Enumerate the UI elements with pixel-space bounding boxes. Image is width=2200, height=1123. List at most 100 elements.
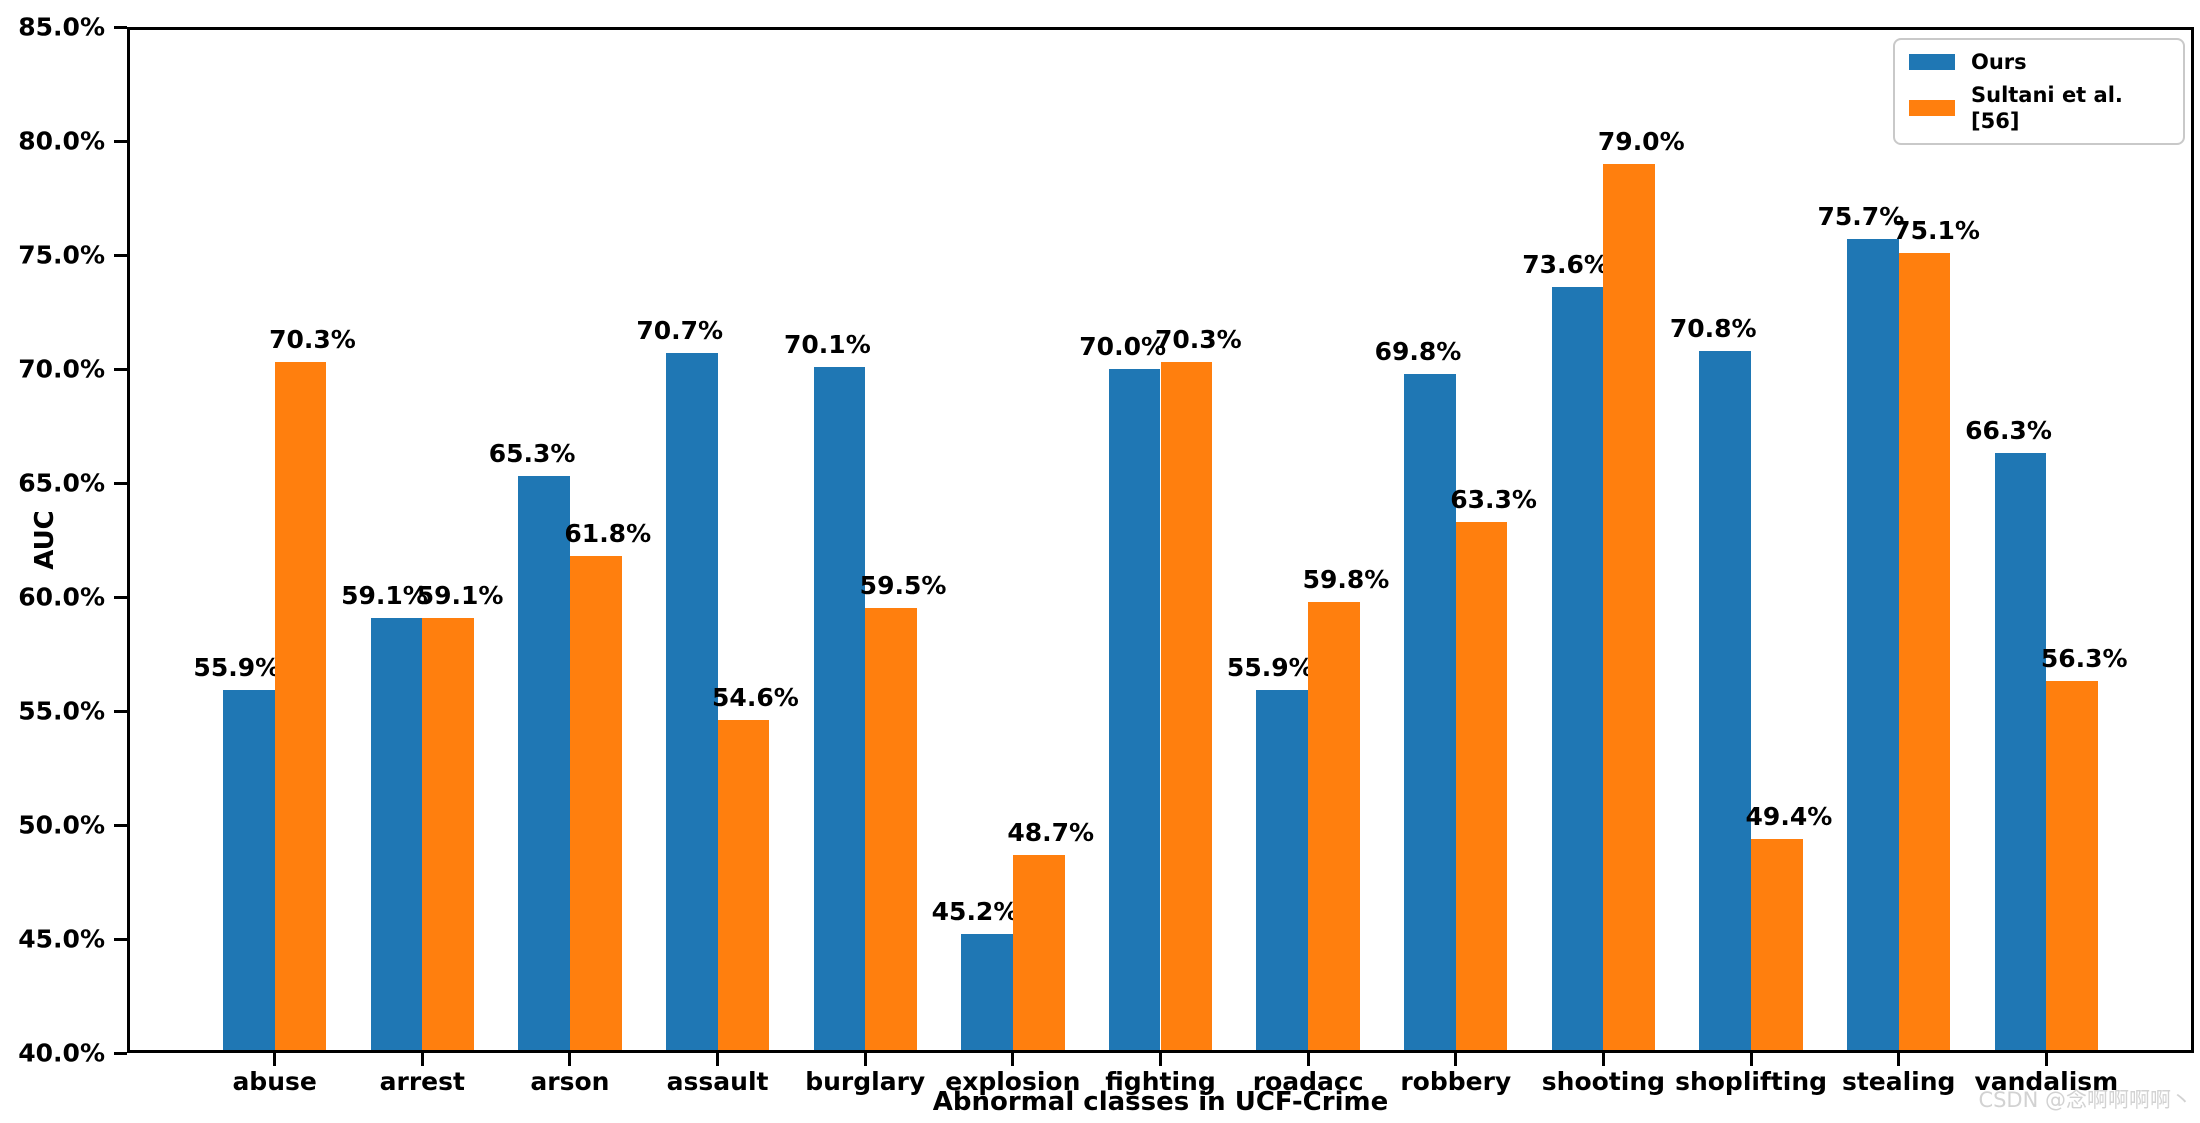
x-tick-label-assault: assault [666, 1067, 769, 1096]
bar-value-label: 55.9% [1226, 653, 1314, 683]
bar-baseline-fighting [1160, 362, 1213, 1053]
bar-value-label: 59.5% [859, 571, 947, 601]
y-tick-label: 60.0% [18, 582, 105, 612]
y-tick-label: 65.0% [18, 468, 105, 498]
x-tick-label-roadacc: roadacc [1252, 1067, 1364, 1096]
y-tick-label: 45.0% [18, 924, 105, 954]
bar-value-label: 59.8% [1302, 564, 1390, 594]
x-tick-mark [1011, 1053, 1015, 1066]
legend: Ours Sultani et al.[56] [1893, 38, 2185, 145]
bar-value-label: 70.3% [1154, 325, 1242, 355]
x-tick-mark [716, 1053, 720, 1066]
bar-value-label: 70.3% [269, 325, 356, 355]
bar-value-label: 59.1% [416, 580, 504, 610]
bar-ours-arson [518, 476, 570, 1053]
bar-ours-burglary [813, 366, 866, 1053]
bar-value-label: 70.1% [784, 329, 871, 359]
x-tick-mark [1601, 1053, 1605, 1066]
y-tick-mark [114, 139, 127, 143]
x-tick-mark [568, 1053, 572, 1066]
watermark: CSDN @念啊啊啊啊丶 [1978, 1088, 2192, 1112]
bar-value-label: 69.8% [1374, 336, 1462, 366]
y-tick-mark [114, 937, 127, 941]
bar-baseline-abuse [274, 362, 327, 1053]
x-tick-label-abuse: abuse [232, 1067, 317, 1096]
bar-value-label: 61.8% [564, 518, 652, 548]
bar-ours-roadacc [1256, 690, 1309, 1053]
y-tick-mark [114, 253, 127, 257]
x-tick-mark [1749, 1053, 1753, 1066]
bar-baseline-burglary [865, 608, 917, 1053]
y-tick-mark [114, 481, 127, 485]
bar-value-label: 70.7% [636, 316, 724, 346]
x-tick-label-vandalism: vandalism [1974, 1067, 2119, 1096]
bar-value-label: 70.8% [1669, 313, 1757, 343]
x-tick-label-shooting: shooting [1541, 1067, 1666, 1096]
bar-baseline-roadacc [1308, 601, 1360, 1053]
bar-ours-assault [665, 353, 718, 1053]
bar-ours-shoplifting [1699, 350, 1752, 1053]
bar-baseline-stealing [1898, 252, 1951, 1053]
x-tick-label-burglary: burglary [805, 1067, 926, 1096]
bar-value-label: 59.1% [341, 580, 428, 610]
bar-ours-abuse [222, 690, 275, 1053]
legend-item: Sultani et al.[56] [1909, 82, 2169, 134]
bar-baseline-arson [569, 555, 622, 1053]
x-axis-title: Abnormal classes in UCF-Crime [932, 1087, 1389, 1117]
x-tick-mark [2044, 1053, 2048, 1066]
x-tick-label-shoplifting: shoplifting [1675, 1067, 1828, 1096]
bar-ours-arrest [370, 617, 423, 1053]
x-tick-mark [863, 1053, 867, 1066]
y-tick-label: 75.0% [18, 240, 105, 270]
legend-label: Ours [1971, 50, 2027, 74]
y-tick-mark [114, 367, 127, 371]
legend-swatch [1909, 54, 1955, 70]
y-tick-mark [114, 1051, 127, 1055]
bar-ours-shooting [1551, 286, 1604, 1053]
bar-value-label: 65.3% [488, 439, 576, 469]
bar-value-label: 73.6% [1522, 249, 1609, 279]
bar-value-label: 63.3% [1450, 484, 1537, 514]
y-tick-label: 55.0% [18, 696, 105, 726]
bar-value-label: 70.0% [1079, 332, 1167, 361]
x-tick-label-robbery: robbery [1400, 1067, 1512, 1096]
legend-label: Sultani et al.[56] [1971, 83, 2123, 133]
bar-value-label: 75.1% [1893, 215, 1980, 245]
y-axis-title: AUC [30, 510, 60, 570]
x-tick-mark [273, 1053, 277, 1066]
bar-baseline-arrest [422, 617, 474, 1053]
bar-value-label: 49.4% [1745, 801, 1833, 831]
bar-value-label: 55.9% [193, 653, 281, 683]
bar-baseline-shooting [1603, 163, 1656, 1053]
x-tick-label-arson: arson [530, 1067, 610, 1096]
y-tick-label: 40.0% [18, 1038, 105, 1068]
y-tick-label: 85.0% [18, 12, 105, 42]
bar-value-label: 79.0% [1597, 126, 1685, 156]
bar-baseline-explosion [1012, 854, 1065, 1053]
x-tick-mark [1159, 1053, 1162, 1066]
x-tick-label-stealing: stealing [1841, 1067, 1956, 1096]
x-tick-mark [1897, 1053, 1901, 1066]
bar-baseline-vandalism [2046, 681, 2099, 1053]
bar-ours-fighting [1108, 369, 1161, 1053]
y-tick-mark [114, 25, 127, 29]
y-tick-label: 80.0% [18, 126, 105, 156]
bar-value-label: 66.3% [1965, 416, 2052, 446]
y-tick-mark [114, 823, 127, 827]
x-tick-mark [1454, 1053, 1458, 1066]
x-tick-label-explosion: explosion [945, 1067, 1081, 1096]
bar-ours-stealing [1847, 239, 1899, 1053]
x-tick-label-fighting: fighting [1105, 1067, 1216, 1096]
bar-ours-vandalism [1994, 453, 2047, 1053]
bar-value-label: 75.7% [1817, 202, 1905, 232]
bar-baseline-robbery [1455, 521, 1508, 1053]
legend-item: Ours [1909, 49, 2169, 75]
bar-value-label: 45.2% [931, 897, 1019, 927]
bar-value-label: 48.7% [1007, 817, 1095, 847]
x-tick-label-arrest: arrest [379, 1067, 465, 1096]
x-tick-mark [420, 1053, 424, 1066]
bar-baseline-assault [717, 720, 770, 1053]
y-tick-label: 50.0% [18, 810, 105, 840]
